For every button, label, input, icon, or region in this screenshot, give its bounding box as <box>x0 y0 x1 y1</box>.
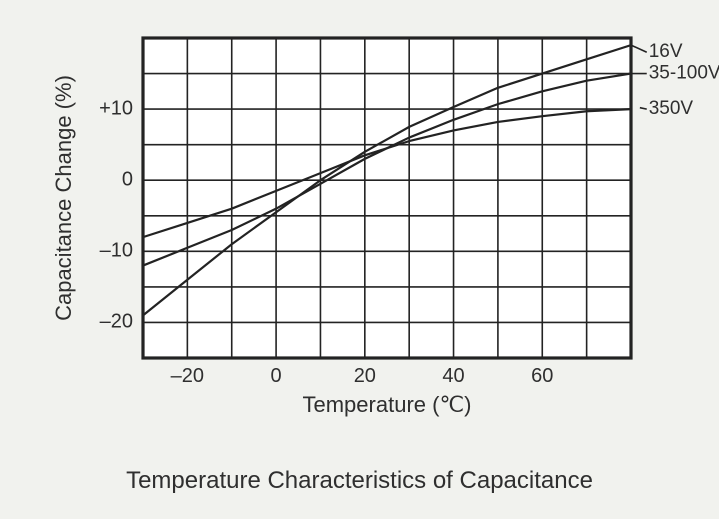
y-axis-label: Capacitance Change (%) <box>51 75 76 321</box>
chart-title: Temperature Characteristics of Capacitan… <box>126 467 593 494</box>
x-axis-label: Temperature (℃) <box>303 392 472 417</box>
figure-root: 16V35-100V 350V –20 0 20 40 60 –20 –10 0 +10 Temper… <box>0 0 719 519</box>
y-tick-label: –10 <box>100 240 133 262</box>
x-tick-label: 60 <box>531 365 553 387</box>
series-label: 16V <box>649 41 683 62</box>
plot-area <box>143 38 631 358</box>
y-tick-label: –20 <box>100 311 133 333</box>
y-tick-label: 0 <box>122 169 133 191</box>
series-label: 35-100V <box>649 63 719 84</box>
series-label: 350V <box>649 98 694 119</box>
x-tick-label: –20 <box>171 365 204 387</box>
x-tick-label: 20 <box>354 365 376 387</box>
x-tick-label: 40 <box>442 365 464 387</box>
x-tick-label: 0 <box>271 365 282 387</box>
chart-svg: 16V35-100V 350V –20 0 20 40 60 –20 –10 0 +10 Temper… <box>0 0 719 519</box>
y-tick-label: +10 <box>99 97 133 119</box>
